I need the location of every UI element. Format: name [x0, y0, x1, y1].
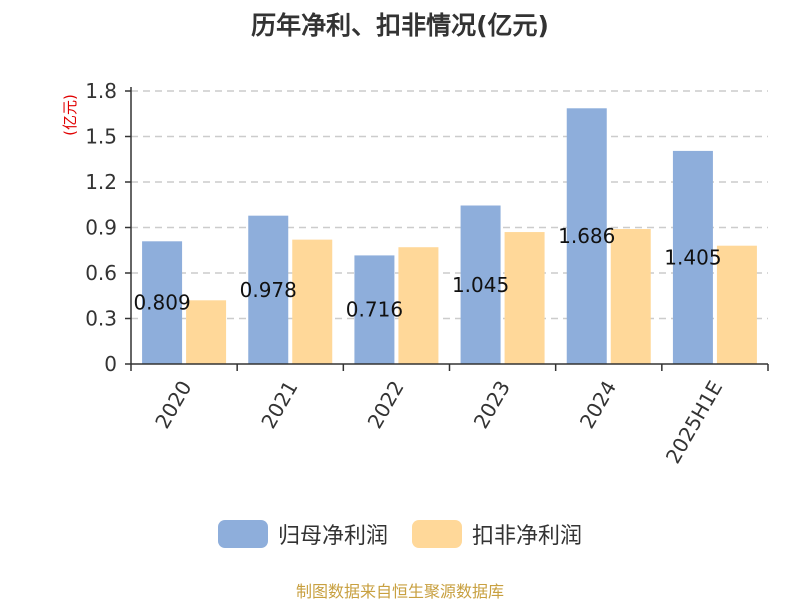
bar-series-1[interactable] — [566, 108, 607, 364]
grid-lines — [131, 90, 768, 320]
y-tick-label: 0.3 — [85, 307, 117, 331]
data-label: 1.686 — [558, 224, 615, 248]
bar-series-1[interactable] — [142, 241, 183, 364]
bar-series-1[interactable] — [672, 150, 713, 364]
legend-label-series-2: 扣非净利润 — [472, 524, 583, 549]
y-axis-unit-label: (亿元) — [61, 94, 79, 136]
x-tick-label: 2021 — [256, 377, 302, 433]
y-tick-label: 0.9 — [85, 216, 117, 240]
source-note: 制图数据来自恒生聚源数据库 — [295, 582, 504, 601]
data-label: 1.405 — [664, 245, 721, 269]
y-tick-label: 1.8 — [85, 79, 117, 103]
legend: 归母净利润 扣非净利润 — [0, 518, 800, 550]
y-tick-label: 1.5 — [85, 125, 117, 149]
x-tick-label: 2024 — [575, 377, 621, 433]
bar-series-2[interactable] — [292, 239, 333, 364]
legend-swatch-series-1 — [217, 520, 268, 548]
data-labels: 0.809 0.978 0.716 1.045 1.686 1.405 — [133, 224, 721, 322]
y-tick-label: 1.2 — [85, 170, 117, 194]
data-label: 0.809 — [133, 291, 190, 315]
x-tick-label: 2022 — [363, 377, 409, 433]
x-tick-label: 2025H1E — [661, 377, 727, 468]
chart-title: 历年净利、扣非情况(亿元) — [251, 11, 549, 40]
legend-item-series-2[interactable]: 扣非净利润 — [412, 518, 582, 550]
bar-chart: 0 0.3 0.6 0.9 1.2 1.5 1.8 2020 2021 2022 2023 2024 2… — [61, 79, 769, 468]
bar-series-2[interactable] — [716, 245, 757, 364]
bar-series-2[interactable] — [504, 232, 545, 364]
legend-item-series-1[interactable]: 归母净利润 — [217, 518, 388, 550]
x-tick-label: 2020 — [150, 377, 196, 433]
bar-series-2[interactable] — [186, 300, 227, 364]
data-label: 0.716 — [346, 298, 403, 322]
bar-series-1[interactable] — [460, 205, 501, 364]
bar-series-2[interactable] — [398, 247, 439, 364]
data-label: 0.978 — [240, 278, 297, 302]
data-label: 1.045 — [452, 273, 509, 297]
legend-swatch-series-2 — [412, 520, 462, 548]
y-tick-label: 0.6 — [85, 261, 117, 285]
x-tick-label: 2023 — [469, 377, 515, 433]
bar-series-2[interactable] — [610, 229, 651, 364]
bar-series-1[interactable] — [248, 215, 289, 364]
bars — [142, 108, 757, 364]
legend-label-series-1: 归母净利润 — [277, 524, 388, 549]
bar-series-1[interactable] — [354, 255, 395, 364]
y-tick-label: 0 — [104, 352, 117, 376]
